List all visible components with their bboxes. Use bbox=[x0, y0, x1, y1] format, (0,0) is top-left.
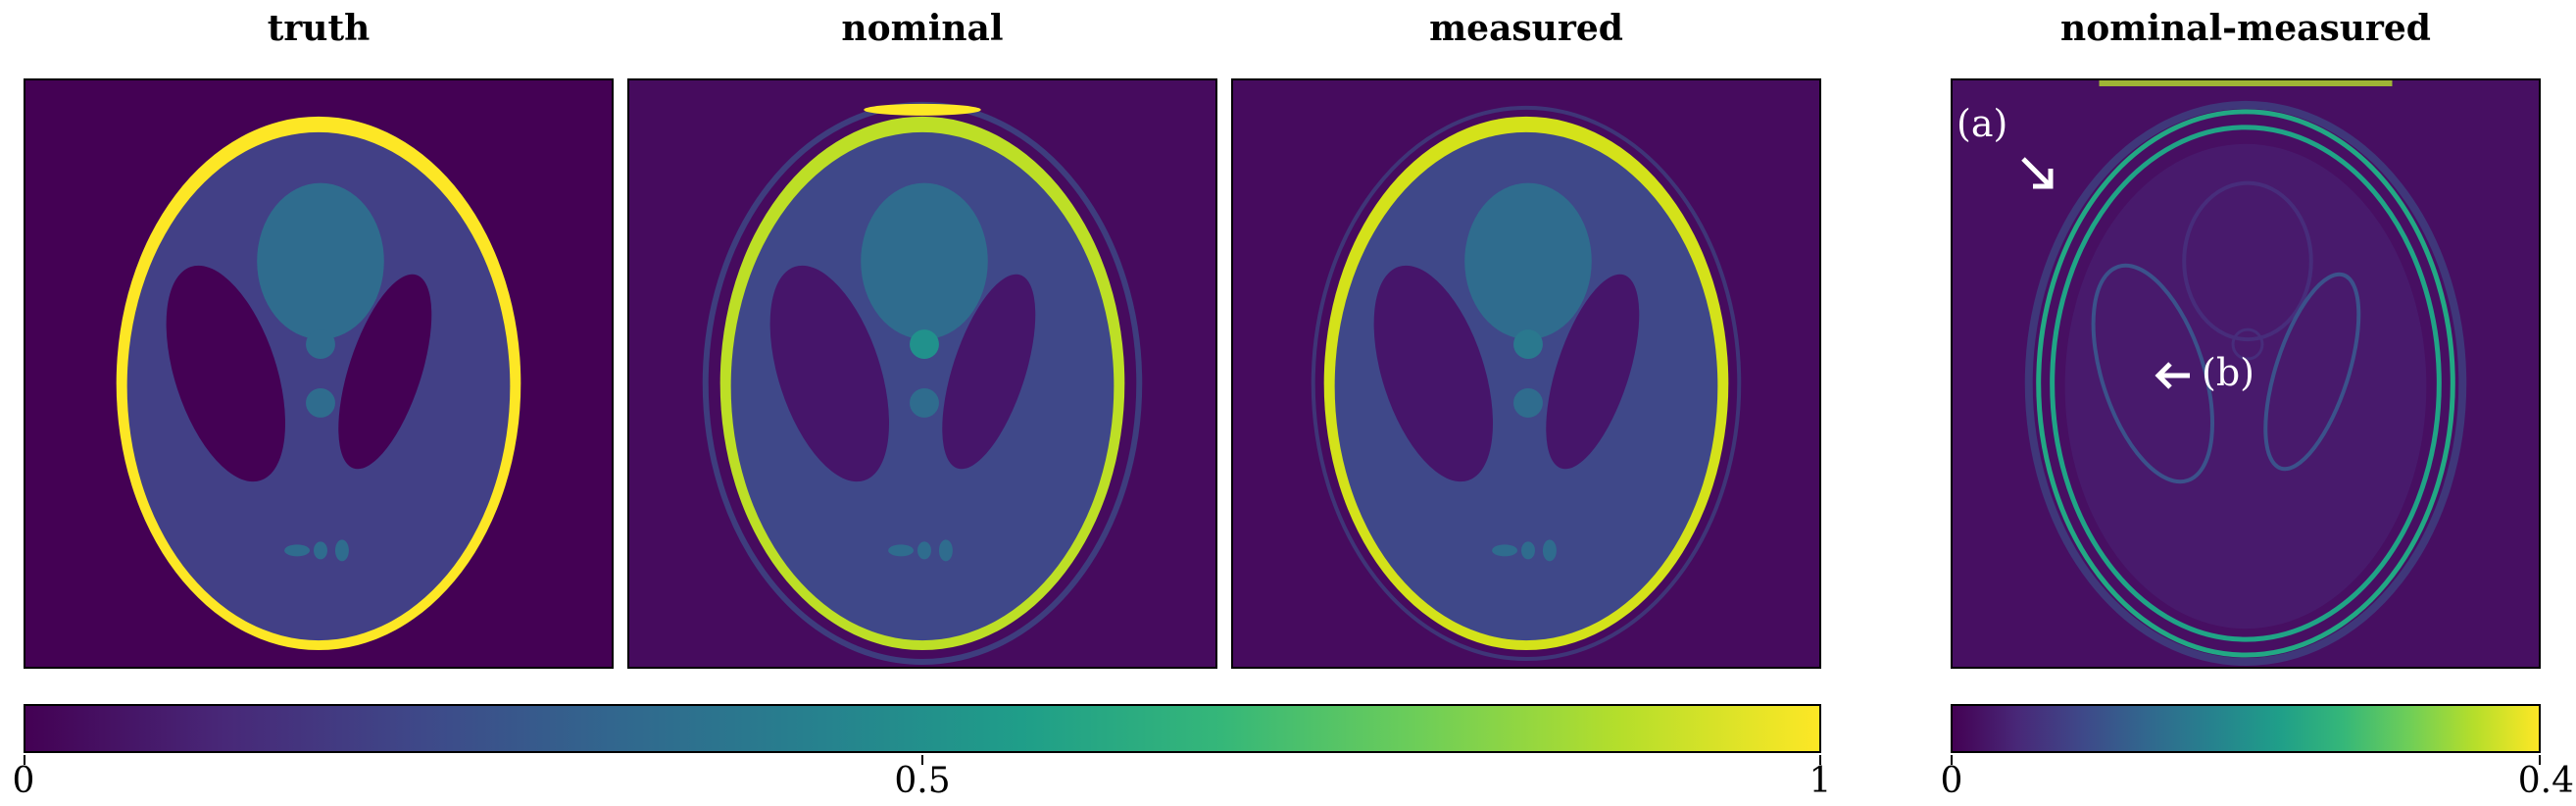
colorbar-0-1-tick-1 bbox=[1819, 755, 1821, 765]
colorbar-0-0.4 bbox=[1951, 704, 2541, 753]
truth-image bbox=[24, 78, 614, 669]
annotation-a-arrow-icon bbox=[2017, 153, 2058, 203]
colorbar-0-0.4-tick-0 bbox=[1951, 755, 1953, 765]
colorbar-0-0.4-label-0.4: 0.4 bbox=[2517, 761, 2574, 801]
panel-title-measured: measured bbox=[1429, 8, 1623, 49]
colorbar-0-0.4-label-0: 0 bbox=[1940, 761, 1963, 801]
annotation-a-label: (a) bbox=[1957, 102, 2008, 145]
difference-image bbox=[1951, 78, 2541, 669]
nominal-image bbox=[627, 78, 1217, 669]
colorbar-0-1-label-1: 1 bbox=[1808, 761, 1832, 801]
panel-title-nominal: nominal bbox=[841, 8, 1004, 49]
annotation-b-arrow-icon bbox=[2153, 355, 2194, 405]
colorbar-0-1-tick-0 bbox=[24, 755, 25, 765]
colorbar-0-1-label-0: 0 bbox=[12, 761, 35, 801]
panel-title-truth: truth bbox=[267, 8, 371, 49]
colorbar-0-1-tick-0.5 bbox=[921, 755, 923, 765]
colorbar-0-1 bbox=[24, 704, 1821, 753]
colorbar-0-1-label-0.5: 0.5 bbox=[894, 761, 951, 801]
annotation-b-label: (b) bbox=[2202, 351, 2254, 394]
measured-image bbox=[1231, 78, 1821, 669]
panel-title-difference: nominal-measured bbox=[2060, 8, 2431, 49]
colorbar-0-0.4-tick-0.4 bbox=[2539, 755, 2541, 765]
